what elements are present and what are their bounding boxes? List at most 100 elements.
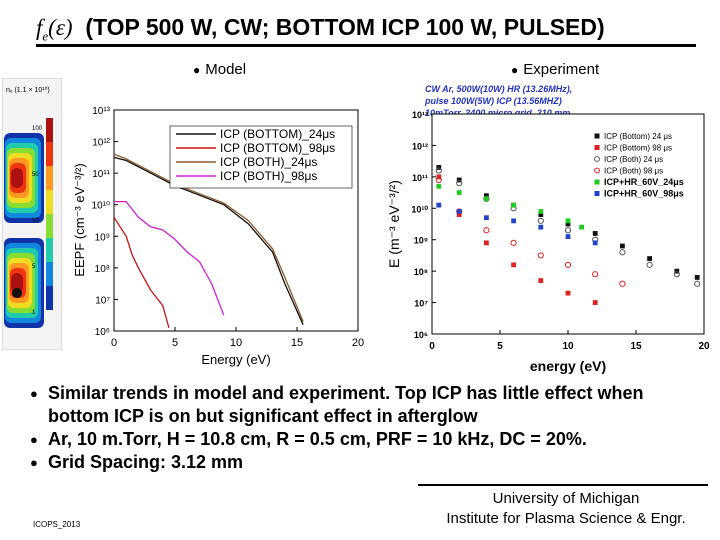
experiment-point [456, 209, 462, 214]
experiment-point [619, 249, 626, 256]
experiment-point [592, 240, 598, 246]
experiment-point [538, 278, 544, 283]
experiment-legend-label: ICP+HR_60V_24μs [604, 177, 684, 187]
experiment-point [456, 180, 463, 187]
experiment-legend-label: ICP (Bottom) 98 μs [604, 144, 672, 153]
experiment-point [538, 209, 544, 214]
model-ylabel: EEPF (cm⁻³ eV⁻³/²) [72, 163, 87, 276]
experiment-point [564, 227, 572, 234]
colorbar-segment [46, 238, 53, 262]
experiment-point [694, 280, 701, 287]
experiment-desc-1: CW Ar, 500W(10W) HR (13.26MHz), [425, 84, 572, 94]
y-tick-label: 10¹⁰ [411, 204, 428, 214]
model-legend-label: ICP (BOTTOM)_24μs [220, 127, 335, 141]
experiment-point [619, 280, 626, 287]
model-series-line [113, 216, 170, 328]
y-tick-label: 10⁹ [414, 236, 428, 246]
colorbar-label: nₑ (1.1 × 10¹⁰) [6, 86, 50, 94]
y-tick-label: 10⁹ [95, 232, 110, 243]
experiment-point [484, 240, 489, 246]
experiment-point [456, 177, 462, 183]
y-tick-label: 10⁶ [95, 327, 110, 338]
title-text: (TOP 500 W, CW; BOTTOM ICP 100 W, PULSED… [85, 14, 605, 40]
experiment-eepf-chart: CW Ar, 500W(10W) HR (13.26MHz), pulse 10… [386, 84, 710, 374]
y-tick-label: 10¹³ [412, 110, 428, 120]
experiment-point [510, 239, 517, 246]
model-legend-label: ICP (BOTH)_24μs [220, 155, 317, 169]
y-tick-label: 10¹⁰ [92, 201, 110, 212]
y-tick-label: 10¹² [412, 141, 428, 151]
colorbar-tick-label: 10 [32, 218, 39, 224]
experiment-point [436, 202, 442, 208]
experiment-legend-label: ICP+HR_60V_98μs [604, 189, 684, 199]
y-tick-label: 10⁶ [414, 330, 428, 340]
colorbar-tick-label: 100 [32, 126, 43, 132]
experiment-legend-marker [594, 156, 600, 162]
experiment-point [565, 221, 571, 227]
experiment-point [435, 176, 442, 184]
y-tick-label: 10⁷ [95, 295, 110, 306]
bullet-2: ● Ar, 10 m.Torr, H = 10.8 cm, R = 0.5 cm,… [30, 429, 587, 449]
experiment-legend-marker [594, 167, 600, 174]
model-series-line [113, 156, 304, 325]
colorbar-tick-label: 5 [32, 264, 36, 270]
experiment-legend-marker [594, 179, 600, 185]
slide-title: fe(ε) (TOP 500 W, CW; BOTTOM ICP 100 W, … [36, 14, 605, 45]
conference-tag: ICOPS_2013 [33, 520, 81, 529]
x-tick-label: 5 [172, 337, 178, 349]
experiment-point [620, 243, 625, 249]
colorbar-segment [46, 262, 53, 286]
experiment-legend-marker [594, 133, 600, 139]
model-xlabel: Energy (eV) [201, 352, 270, 367]
footer-rule [418, 484, 708, 486]
bullet-3: ● Grid Spacing: 3.12 mm [30, 452, 244, 472]
experiment-point [538, 212, 544, 217]
title-function: fe(ε) [36, 15, 73, 44]
y-tick-label: 10⁸ [95, 264, 110, 275]
experiment-point [646, 261, 653, 268]
experiment-point [456, 212, 462, 217]
experiment-point [436, 183, 442, 189]
experiment-point [511, 262, 516, 268]
experiment-legend-label: ICP (Both) 98 μs [604, 167, 663, 176]
model-legend-box [169, 125, 353, 189]
model-series-line [114, 200, 225, 316]
experiment-point [592, 231, 598, 236]
experiment-point [565, 218, 571, 224]
colorbar-segment [46, 190, 53, 214]
density-contour-image: nₑ (1.1 × 10¹⁰) 100 50 10 5 1 [2, 78, 62, 350]
experiment-point [673, 271, 680, 278]
colorbar-tick-label: 50 [32, 172, 39, 178]
colorbar-segment [46, 286, 53, 310]
experiment-point [592, 300, 598, 305]
experiment-point [484, 193, 489, 199]
experiment-point [674, 268, 680, 274]
y-tick-label: 10⁷ [414, 299, 428, 309]
experiment-desc-2: pulse 100W(5W) ICP (13.56MHZ) [424, 96, 562, 106]
experiment-point [647, 256, 652, 261]
x-tick-label: 5 [497, 341, 503, 352]
experiment-legend-marker [594, 145, 600, 150]
x-tick-label: 15 [291, 337, 303, 349]
contour-band [11, 273, 23, 293]
experiment-ylabel: E (m⁻³ eV⁻³/²) [386, 180, 402, 268]
experiment-heading: ● Experiment [511, 61, 600, 78]
experiment-point [564, 261, 572, 268]
experiment-point [484, 196, 489, 202]
colorbar-segment [46, 142, 53, 166]
experiment-point [484, 215, 489, 221]
experiment-point [565, 234, 571, 239]
experiment-point [456, 208, 463, 215]
bullet-1: ● Similar trends in model and experiment.… [30, 383, 644, 426]
experiment-point [483, 195, 490, 202]
colorbar-segment [46, 118, 53, 142]
colorbar-segment [46, 214, 53, 238]
y-tick-label: 10¹¹ [92, 169, 110, 180]
contour-band [11, 168, 23, 188]
x-tick-label: 10 [230, 337, 242, 349]
experiment-legend-label: ICP (Both) 24 μs [604, 155, 663, 164]
x-tick-label: 20 [352, 337, 364, 349]
y-tick-label: 10¹¹ [412, 173, 428, 183]
x-tick-label: 0 [111, 337, 117, 349]
experiment-point [694, 275, 700, 280]
